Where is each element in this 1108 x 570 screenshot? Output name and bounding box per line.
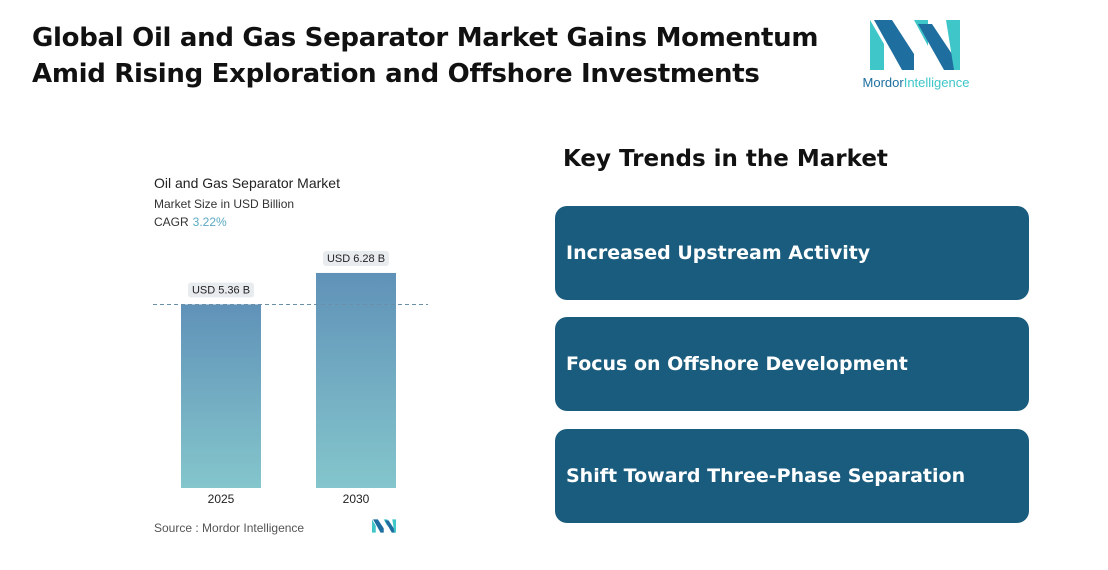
chart-source: Source : Mordor Intelligence — [154, 521, 304, 535]
chart-cagr: CAGR 3.22% — [154, 215, 227, 229]
source-logo-icon — [372, 519, 396, 533]
trend-label: Increased Upstream Activity — [566, 242, 871, 264]
logo-text: MordorIntelligence — [856, 75, 976, 90]
data-label: USD 5.36 B — [192, 284, 250, 296]
chart-svg: USD 5.36 B 2025 USD 6.28 B 2030 — [153, 250, 428, 506]
bar-2030 — [316, 272, 396, 488]
x-tick-label: 2025 — [208, 492, 235, 506]
mordor-intelligence-logo: MordorIntelligence — [856, 20, 976, 100]
logo-text-primary: Mordor — [862, 75, 904, 90]
cagr-label: CAGR — [154, 215, 189, 229]
chart-title: Oil and Gas Separator Market — [154, 175, 340, 191]
trend-label: Focus on Offshore Development — [566, 353, 908, 375]
market-size-chart: USD 5.36 B 2025 USD 6.28 B 2030 Oil and Gas… — [140, 165, 440, 545]
trend-card-upstream: Increased Upstream Activity — [555, 206, 1029, 300]
page-title: Global Oil and Gas Separator Market Gain… — [32, 20, 832, 92]
bar-2025 — [181, 304, 261, 488]
source-label: Source : — [154, 521, 199, 535]
data-label: USD 6.28 B — [327, 253, 385, 265]
title-line-2: Amid Rising Exploration and Offshore Inv… — [32, 59, 760, 89]
trend-label: Shift Toward Three-Phase Separation — [566, 465, 966, 487]
data-label-bg — [188, 282, 254, 298]
key-trends-title: Key Trends in the Market — [563, 146, 888, 172]
title-line-1: Global Oil and Gas Separator Market Gain… — [32, 23, 819, 53]
x-tick-label: 2030 — [343, 492, 370, 506]
data-label-bg — [323, 250, 389, 266]
trend-card-three-phase: Shift Toward Three-Phase Separation — [555, 429, 1029, 523]
cagr-value: 3.22% — [192, 215, 227, 229]
mordor-logo-mark-icon — [870, 20, 960, 70]
chart-subtitle: Market Size in USD Billion — [154, 197, 295, 211]
trend-card-offshore: Focus on Offshore Development — [555, 317, 1029, 411]
source-value: Mordor Intelligence — [202, 521, 305, 535]
logo-text-secondary: Intelligence — [903, 75, 970, 90]
